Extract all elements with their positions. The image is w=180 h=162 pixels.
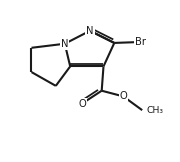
Text: O: O (119, 91, 127, 101)
Text: Br: Br (135, 37, 146, 47)
Text: N: N (61, 39, 69, 49)
Text: O: O (78, 99, 86, 109)
Text: N: N (86, 26, 94, 36)
Text: CH₃: CH₃ (147, 106, 164, 115)
